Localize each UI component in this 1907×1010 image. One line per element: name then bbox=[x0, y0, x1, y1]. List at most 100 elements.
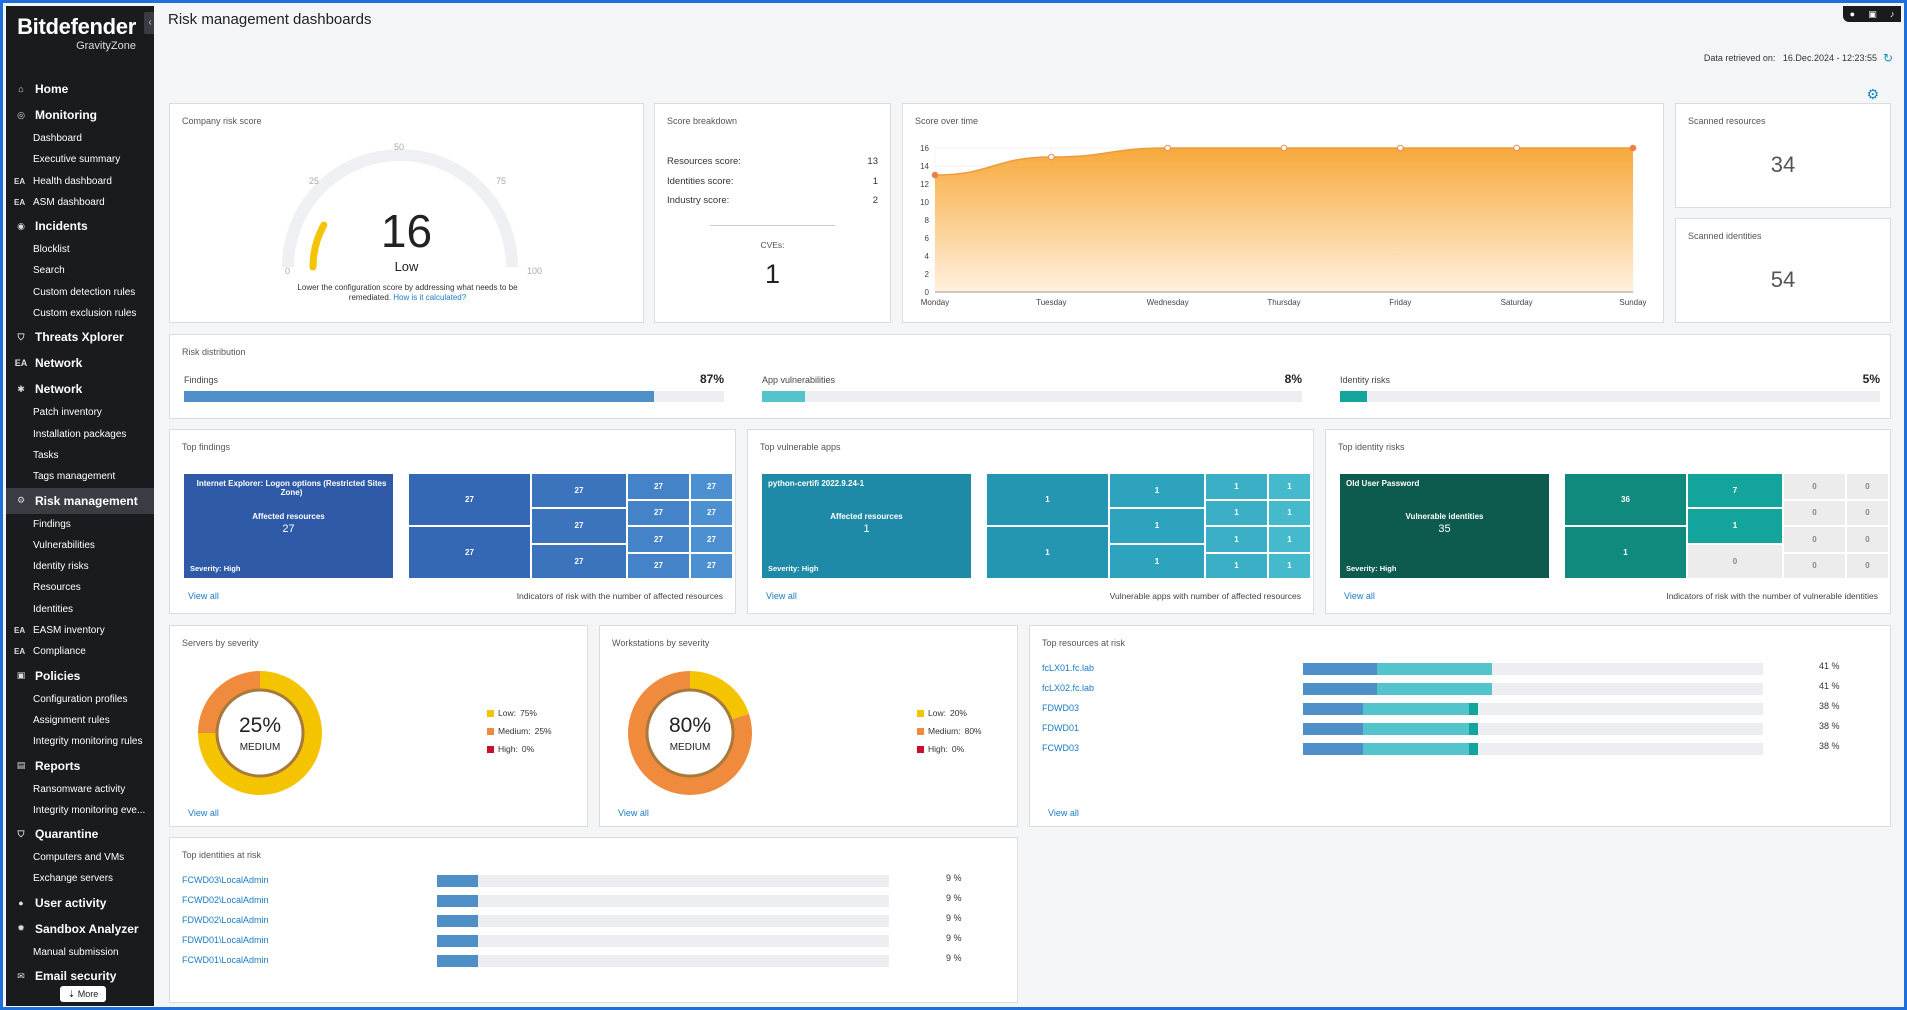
sidebar-section-quarantine[interactable]: ⛉ Quarantine bbox=[6, 821, 154, 847]
sidebar-item-asm-dashboard[interactable]: EA ASM dashboard bbox=[6, 192, 154, 213]
view-all-link[interactable]: View all bbox=[1344, 591, 1375, 601]
treemap-cell[interactable]: 27 bbox=[628, 500, 689, 525]
treemap-top-item[interactable]: python-certifi 2022.9.24-1 Affected resou… bbox=[762, 474, 971, 578]
how-calculated-link[interactable]: How is it calculated? bbox=[393, 293, 467, 302]
sidebar-item-exchange-servers[interactable]: Exchange servers bbox=[6, 868, 154, 889]
sidebar-item-identity-risks[interactable]: Identity risks bbox=[6, 556, 154, 577]
identity-link[interactable]: FDWD02\LocalAdmin bbox=[182, 915, 269, 925]
identity-link[interactable]: FCWD01\LocalAdmin bbox=[182, 955, 269, 965]
view-all-link[interactable]: View all bbox=[188, 808, 219, 818]
identity-link[interactable]: FCWD03\LocalAdmin bbox=[182, 875, 269, 885]
view-all-link[interactable]: View all bbox=[1048, 808, 1079, 818]
sidebar-item-installation-packages[interactable]: Installation packages bbox=[6, 424, 154, 445]
treemap-cell[interactable]: 0 bbox=[1847, 527, 1888, 552]
user-icon[interactable]: ● bbox=[1849, 9, 1856, 19]
settings-gear-icon[interactable]: ⚙ bbox=[1866, 86, 1879, 102]
sidebar-section-sandbox-analyzer[interactable]: ✹ Sandbox Analyzer bbox=[6, 916, 154, 942]
treemap-cell[interactable]: 36 bbox=[1565, 474, 1686, 525]
sidebar-item-manual-submission[interactable]: Manual submission bbox=[6, 942, 154, 963]
sidebar-section-incidents[interactable]: ◉ Incidents bbox=[6, 213, 154, 239]
data-point[interactable] bbox=[1397, 144, 1404, 152]
treemap-cell[interactable]: 1 bbox=[1206, 474, 1267, 499]
sidebar-item-tasks[interactable]: Tasks bbox=[6, 445, 154, 466]
data-point[interactable] bbox=[1280, 144, 1288, 152]
refresh-icon[interactable]: ↻ bbox=[1882, 51, 1893, 65]
data-point[interactable] bbox=[1164, 144, 1171, 152]
resource-link[interactable]: fcLX02.fc.lab bbox=[1042, 683, 1095, 693]
treemap-cell[interactable]: 1 bbox=[987, 527, 1108, 578]
treemap-cell[interactable]: 0 bbox=[1688, 544, 1782, 578]
treemap-cell[interactable]: 27 bbox=[691, 553, 732, 578]
sidebar-item-integrity-monitoring-rules[interactable]: Integrity monitoring rules bbox=[6, 731, 154, 752]
treemap-cell[interactable]: 27 bbox=[532, 544, 626, 578]
notifications-icon[interactable]: ♪ bbox=[1889, 9, 1895, 19]
view-all-link[interactable]: View all bbox=[188, 591, 219, 601]
identity-link[interactable]: FDWD01\LocalAdmin bbox=[182, 935, 269, 945]
donut-slice[interactable] bbox=[690, 671, 749, 720]
treemap-cell[interactable]: 0 bbox=[1847, 474, 1888, 499]
sidebar-item-blocklist[interactable]: Blocklist bbox=[6, 239, 154, 260]
treemap-cell[interactable]: 1 bbox=[1269, 553, 1310, 578]
treemap-cell[interactable]: 1 bbox=[1206, 553, 1267, 578]
sidebar-item-executive-summary[interactable]: Executive summary bbox=[6, 149, 154, 170]
treemap-cell[interactable]: 1 bbox=[1206, 527, 1267, 552]
sidebar-section-user-activity[interactable]: ● User activity bbox=[6, 890, 154, 916]
treemap-cell[interactable]: 27 bbox=[691, 527, 732, 552]
sidebar-item-assignment-rules[interactable]: Assignment rules bbox=[6, 710, 154, 731]
donut-slice[interactable] bbox=[198, 671, 260, 733]
treemap-cell[interactable]: 0 bbox=[1784, 500, 1845, 525]
sidebar-section-home[interactable]: ⌂ Home bbox=[6, 76, 154, 102]
sidebar-item-health-dashboard[interactable]: EA Health dashboard bbox=[6, 171, 154, 192]
treemap-cell[interactable]: 1 bbox=[1110, 544, 1204, 578]
data-point[interactable] bbox=[1513, 144, 1520, 152]
resource-link[interactable]: FDWD03 bbox=[1042, 703, 1080, 713]
treemap-cell[interactable]: 0 bbox=[1784, 474, 1845, 499]
sidebar-item-computers-and-vms[interactable]: Computers and VMs bbox=[6, 847, 154, 868]
treemap-cell[interactable]: 0 bbox=[1784, 527, 1845, 552]
identity-link[interactable]: FCWD02\LocalAdmin bbox=[182, 895, 269, 905]
sidebar-section-risk-management[interactable]: ⚙ Risk management bbox=[6, 487, 154, 514]
more-button[interactable]: ⇣ More bbox=[60, 986, 106, 1002]
treemap-cell[interactable]: 27 bbox=[691, 474, 732, 499]
sidebar-item-integrity-monitoring-eve-[interactable]: Integrity monitoring eve... bbox=[6, 800, 154, 821]
sidebar-item-findings[interactable]: Findings bbox=[6, 514, 154, 535]
sidebar-item-resources[interactable]: Resources bbox=[6, 577, 154, 598]
treemap-top-item[interactable]: Old User Password Vulnerable identities 35… bbox=[1340, 474, 1549, 578]
treemap-cell[interactable]: 27 bbox=[628, 527, 689, 552]
sidebar-item-easm-inventory[interactable]: EA EASM inventory bbox=[6, 620, 154, 641]
sidebar-item-custom-detection-rules[interactable]: Custom detection rules bbox=[6, 282, 154, 303]
view-all-link[interactable]: View all bbox=[618, 808, 649, 818]
sidebar-item-configuration-profiles[interactable]: Configuration profiles bbox=[6, 689, 154, 710]
sidebar-item-dashboard[interactable]: Dashboard bbox=[6, 128, 154, 149]
sidebar-section-network[interactable]: ✱ Network bbox=[6, 376, 154, 402]
data-point[interactable] bbox=[1048, 153, 1055, 161]
gift-icon[interactable]: ▣ bbox=[1868, 8, 1877, 19]
view-all-link[interactable]: View all bbox=[766, 591, 797, 601]
sidebar-item-identities[interactable]: Identities bbox=[6, 599, 154, 620]
treemap-cell[interactable]: 1 bbox=[1110, 474, 1204, 508]
data-point[interactable] bbox=[1629, 144, 1637, 152]
treemap-cell[interactable]: 0 bbox=[1784, 553, 1845, 578]
sidebar-item-tags-management[interactable]: Tags management bbox=[6, 466, 154, 487]
sidebar-section-threats-xplorer[interactable]: ⛉ Threats Xplorer bbox=[6, 324, 154, 350]
sidebar-item-ransomware-activity[interactable]: Ransomware activity bbox=[6, 779, 154, 800]
treemap-cell[interactable]: 7 bbox=[1688, 474, 1782, 508]
treemap-cell[interactable]: 0 bbox=[1847, 553, 1888, 578]
treemap-cell[interactable]: 1 bbox=[1565, 527, 1686, 578]
resource-link[interactable]: fcLX01.fc.lab bbox=[1042, 663, 1095, 673]
treemap-cell[interactable]: 1 bbox=[1269, 527, 1310, 552]
treemap-cell[interactable]: 1 bbox=[1269, 500, 1310, 525]
sidebar-item-vulnerabilities[interactable]: Vulnerabilities bbox=[6, 535, 154, 556]
treemap-top-item[interactable]: Internet Explorer: Logon options (Restri… bbox=[184, 474, 393, 578]
sidebar-item-compliance[interactable]: EA Compliance bbox=[6, 641, 154, 662]
treemap-cell[interactable]: 27 bbox=[409, 527, 530, 578]
sidebar-section-policies[interactable]: ▣ Policies bbox=[6, 663, 154, 689]
treemap-cell[interactable]: 27 bbox=[532, 509, 626, 543]
treemap-cell[interactable]: 27 bbox=[409, 474, 530, 525]
collapse-sidebar-icon[interactable]: ‹ bbox=[144, 12, 154, 34]
resource-link[interactable]: FCWD03 bbox=[1042, 743, 1080, 753]
treemap-cell[interactable]: 27 bbox=[691, 500, 732, 525]
sidebar-section-reports[interactable]: ▤ Reports bbox=[6, 753, 154, 779]
sidebar-section-network[interactable]: EA Network bbox=[6, 350, 154, 376]
treemap-cell[interactable]: 1 bbox=[1206, 500, 1267, 525]
